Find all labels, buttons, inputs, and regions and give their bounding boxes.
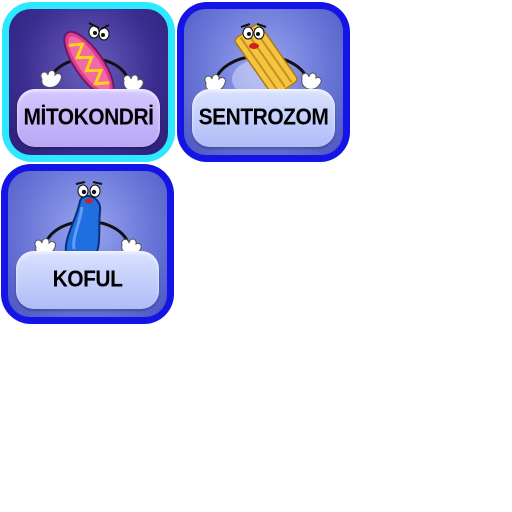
tile-background: MİTOKONDRİ xyxy=(9,9,168,155)
mitochondrion-character-icon xyxy=(40,22,144,98)
tile-background: KOFUL xyxy=(8,171,167,317)
label-panel: SENTROZOM xyxy=(192,89,335,147)
tile-koful[interactable]: KOFUL xyxy=(1,164,174,324)
tile-label: MİTOKONDRİ xyxy=(23,104,154,131)
label-panel: MİTOKONDRİ xyxy=(17,89,160,147)
tile-label: SENTROZOM xyxy=(198,104,329,131)
label-panel: KOFUL xyxy=(16,251,159,309)
tile-sentrozom[interactable]: SENTROZOM xyxy=(177,2,350,162)
tile-mitokondri[interactable]: MİTOKONDRİ xyxy=(2,2,175,162)
tile-background: SENTROZOM xyxy=(184,9,343,155)
tile-label: KOFUL xyxy=(52,266,123,293)
